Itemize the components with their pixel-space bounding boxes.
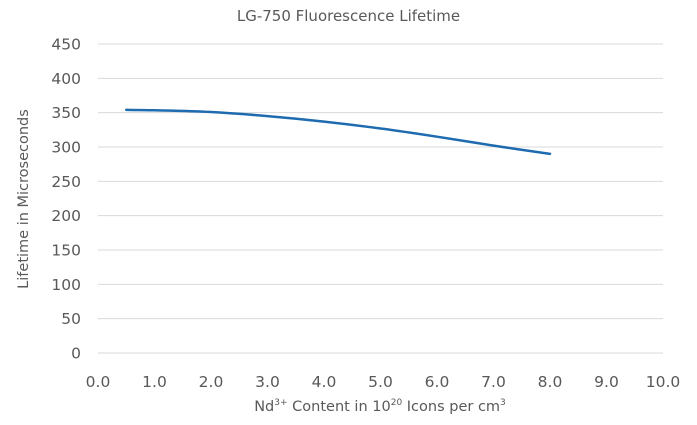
- y-axis-title: Lifetime in Microseconds: [16, 109, 32, 289]
- x-tick-label: 8.0: [538, 373, 563, 391]
- x-axis-title-middle-sup: 20: [391, 398, 403, 408]
- y-tick-label: 50: [61, 310, 81, 328]
- x-tick-label: 5.0: [368, 373, 393, 391]
- y-tick-label: 100: [51, 276, 81, 294]
- x-axis-title-suffix-sup: 3: [500, 398, 506, 408]
- x-axis-title-suffix: Icons per cm: [402, 399, 500, 415]
- y-tick-label: 350: [51, 104, 81, 122]
- x-tick-label: 7.0: [481, 373, 506, 391]
- chart-title: LG-750 Fluorescence Lifetime: [236, 7, 461, 25]
- x-tick-label: 0.0: [86, 373, 111, 391]
- x-tick-label: 3.0: [255, 373, 280, 391]
- x-tick-label: 1.0: [142, 373, 167, 391]
- x-tick-label: 2.0: [199, 373, 224, 391]
- y-tick-label: 150: [51, 242, 81, 260]
- y-tick-label: 400: [51, 70, 81, 88]
- series-line-0: [125, 108, 552, 156]
- series-lines: [125, 108, 552, 156]
- y-tick-label: 300: [51, 139, 81, 157]
- y-tick-label: 200: [51, 207, 81, 225]
- x-tick-label: 9.0: [594, 373, 619, 391]
- y-tick-label: 450: [51, 36, 81, 54]
- x-tick-labels: 0.0 1.0 2.0 3.0 4.0 5.0 6.0 7.0 8.0 9.0 10.0: [86, 373, 681, 391]
- x-axis-title-middle: Content in 10: [288, 399, 391, 415]
- x-tick-label: 10.0: [646, 373, 681, 391]
- y-tick-labels: 0 50 100 150 200 250 300 350 400 450: [51, 36, 81, 363]
- gridlines: [98, 43, 663, 354]
- x-axis-title-prefix: Nd: [254, 399, 274, 415]
- x-axis-title-prefix-sup: 3+: [274, 398, 287, 408]
- x-tick-label: 4.0: [312, 373, 337, 391]
- x-tick-label: 6.0: [425, 373, 450, 391]
- x-axis-title: Nd3+ Content in 1020 Icons per cm3: [254, 398, 506, 415]
- y-tick-label: 0: [71, 345, 81, 363]
- y-tick-label: 250: [51, 173, 81, 191]
